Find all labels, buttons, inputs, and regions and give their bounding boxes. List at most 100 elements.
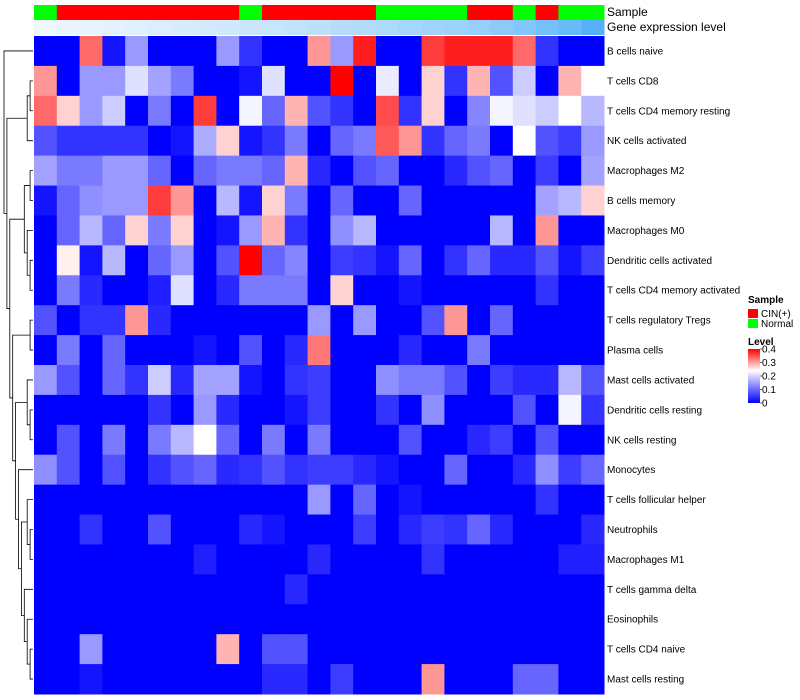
heatmap-cell <box>558 65 582 97</box>
sample-annotation-cell <box>376 5 400 20</box>
heatmap-cell <box>148 305 172 336</box>
heatmap-cell <box>581 245 605 276</box>
heatmap-cell <box>262 574 286 605</box>
expression-annotation-cell <box>467 20 491 35</box>
heatmap-cell <box>467 514 491 545</box>
row-label: T cells gamma delta <box>607 585 697 596</box>
expression-annotation-cell <box>79 20 103 35</box>
heatmap-cell <box>376 125 400 157</box>
heatmap-cell <box>284 484 309 516</box>
heatmap-cell <box>56 604 81 635</box>
heatmap-cell <box>512 394 537 426</box>
heatmap-cell <box>79 335 103 366</box>
sample-annotation-cell <box>262 5 286 20</box>
heatmap-cell <box>307 574 331 605</box>
heatmap-cell <box>102 604 126 635</box>
row-label: Macrophages M0 <box>607 226 685 237</box>
heatmap-cell <box>239 365 263 396</box>
heatmap-cell <box>193 454 217 486</box>
heatmap-cell <box>79 604 103 635</box>
heatmap-cell <box>56 664 81 695</box>
heatmap-cell <box>284 185 309 216</box>
heatmap-cell <box>34 454 58 486</box>
heatmap-cell <box>581 36 605 67</box>
heatmap-cell <box>421 514 445 545</box>
heatmap-cell <box>376 245 400 276</box>
heatmap-cell <box>330 275 354 306</box>
heatmap-cell <box>239 125 263 157</box>
heatmap-cell <box>490 275 514 306</box>
heatmap-cell <box>125 634 149 665</box>
heatmap-cell <box>170 514 195 545</box>
heatmap-cell <box>216 544 240 575</box>
heatmap-cell <box>353 484 377 516</box>
heatmap-cell <box>148 424 172 456</box>
heatmap-cell <box>421 245 445 276</box>
heatmap-cell <box>148 604 172 635</box>
heatmap-cell <box>307 544 331 575</box>
heatmap-cell <box>512 65 537 97</box>
heatmap-cell <box>262 424 286 456</box>
heatmap-cell <box>34 604 58 635</box>
heatmap-cell <box>376 604 400 635</box>
row-label: T cells CD4 memory resting <box>607 106 730 117</box>
legend-swatch-normal <box>748 319 758 328</box>
heatmap-cell <box>353 275 377 306</box>
heatmap-cell <box>239 514 263 545</box>
heatmap-cell <box>512 574 537 605</box>
heatmap-cell <box>558 394 582 426</box>
heatmap-cell <box>444 514 468 545</box>
heatmap-cell <box>512 514 537 545</box>
row-label: T cells CD8 <box>607 76 659 87</box>
heatmap-cell <box>239 275 263 306</box>
heatmap-cell <box>262 36 286 67</box>
heatmap-cell <box>581 484 605 516</box>
heatmap-cell <box>444 335 468 366</box>
heatmap-cell <box>490 664 514 695</box>
heatmap-cell <box>125 365 149 396</box>
heatmap-cell <box>125 514 149 545</box>
heatmap-cell <box>170 394 195 426</box>
heatmap-cell <box>353 634 377 665</box>
heatmap-cell <box>102 305 126 336</box>
heatmap-cell <box>239 424 263 456</box>
row-label: T cells follicular helper <box>607 495 706 506</box>
sample-annotation-cell <box>34 5 58 20</box>
heatmap-cell <box>535 36 559 67</box>
heatmap-cell <box>239 305 263 336</box>
sample-annotation-cell <box>102 5 126 20</box>
heatmap-cell <box>34 305 58 336</box>
heatmap-cell <box>34 185 58 216</box>
heatmap-cell <box>330 484 354 516</box>
heatmap-cell <box>558 454 582 486</box>
heatmap-cell <box>216 484 240 516</box>
heatmap-cell <box>398 155 423 187</box>
heatmap-cell <box>558 36 582 67</box>
heatmap-cell <box>307 125 331 157</box>
expression-annotation-cell <box>284 20 309 35</box>
heatmap-cell <box>34 335 58 366</box>
heatmap-cell <box>353 36 377 67</box>
heatmap-cell <box>307 424 331 456</box>
heatmap-cell <box>535 155 559 187</box>
heatmap-cell <box>581 185 605 216</box>
heatmap-cell <box>581 544 605 575</box>
heatmap-cell <box>512 664 537 695</box>
heatmap-cell <box>284 215 309 246</box>
heatmap-cell <box>193 125 217 157</box>
heatmap-cell <box>535 245 559 276</box>
row-label: Monocytes <box>607 465 655 476</box>
heatmap-cell <box>56 544 81 575</box>
heatmap-cell <box>512 604 537 635</box>
heatmap-cell <box>284 36 309 67</box>
heatmap-cell <box>284 604 309 635</box>
heatmap-cell <box>421 275 445 306</box>
dendrogram-branch <box>29 259 33 291</box>
heatmap-cell <box>398 664 423 695</box>
sample-annotation-cell <box>307 5 331 20</box>
heatmap-cell <box>170 275 195 306</box>
expression-annotation-cell <box>239 20 263 35</box>
heatmap-cell <box>307 275 331 306</box>
heatmap-cell <box>467 65 491 97</box>
heatmap-cell <box>56 634 81 665</box>
